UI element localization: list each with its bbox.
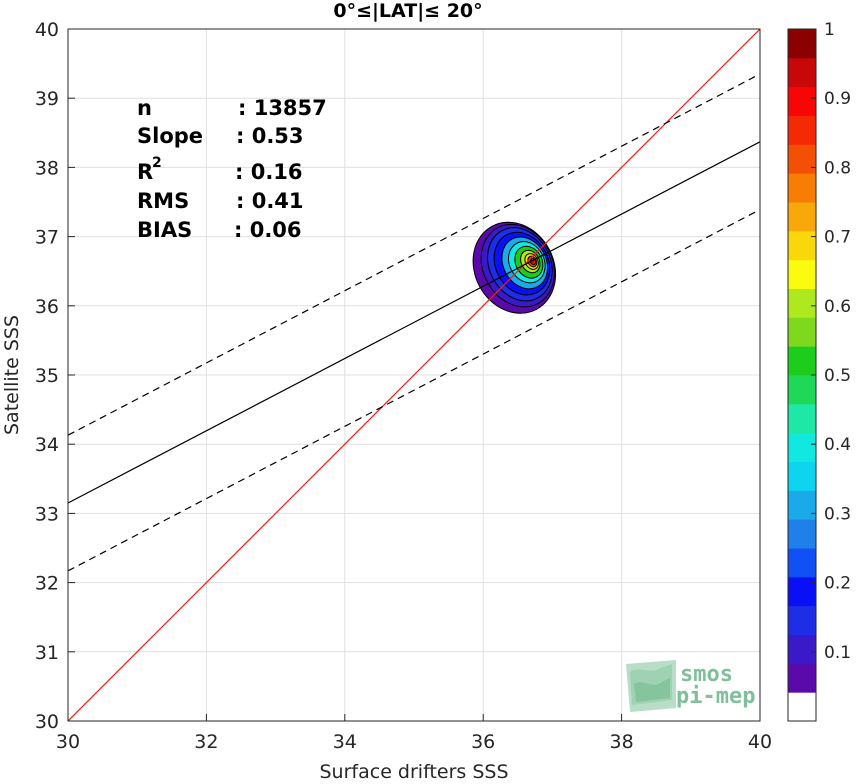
colorbar-swatch [788,57,816,88]
colorbar: 0.1 0.2 0.3 0.4 0.5 0.6 0.7 0.8 0.9 1 [787,20,851,722]
x-axis-ticks: 30 32 34 36 38 40 [56,714,772,753]
colorbar-tick-label: 0.3 [824,504,851,524]
y-axis-title: Satellite SSS [1,315,23,435]
colorbar-tick-label: 0.2 [824,574,851,594]
colorbar-swatch [788,375,816,405]
chart-title: 0°≤|LAT|≤ 20° [333,0,482,22]
colorbar-swatch [788,663,816,693]
y-tick-label: 37 [35,227,59,249]
smos-wave-icon [626,660,676,712]
x-tick-label: 36 [471,731,495,753]
x-tick-label: 32 [194,731,218,753]
colorbar-swatch [788,202,816,232]
colorbar-swatch [788,432,816,462]
colorbar-tick-label: 0.1 [824,643,851,663]
colorbar-swatch [788,346,816,376]
stats-box: n : 13857 Slope : 0.53 R2 : 0.16 RMS : 0.41 BIAS… [137,96,327,242]
colorbar-swatch [788,144,816,174]
x-tick-label: 30 [56,731,80,753]
stat-value: : 13857 [238,96,327,120]
colorbar-swatch [788,115,816,145]
fit-line [68,141,760,504]
y-tick-label: 34 [35,434,59,456]
stat-label: n [137,96,152,120]
colorbar-tick-label: 0.7 [824,228,851,248]
colorbar-swatch [788,490,816,520]
x-tick-label: 34 [333,731,357,753]
watermark-line2: pi-mep [676,684,755,709]
stat-value: : 0.41 [236,189,304,213]
colorbar-swatch [788,86,816,116]
stat-label-superscript: 2 [152,155,162,171]
colorbar-swatch [788,692,816,722]
colorbar-swatch [788,634,816,664]
y-tick-label: 36 [35,296,59,318]
stat-label: BIAS [137,218,192,242]
stat-value: : 0.16 [235,160,303,184]
stat-value: : 0.06 [234,218,302,242]
colorbar-tick-label: 0.6 [824,297,851,317]
x-tick-label: 40 [748,731,772,753]
stat-label: Slope [137,124,203,148]
identity-line [68,29,760,721]
x-axis-title: Surface drifters SSS [320,761,509,783]
colorbar-tick-label: 0.4 [824,435,851,455]
y-tick-label: 33 [35,503,59,525]
y-tick-label: 39 [35,88,59,110]
x-tick-label: 38 [610,731,634,753]
watermark-logo: smos pi-mep [626,660,755,712]
colorbar-swatch [788,29,816,59]
y-tick-label: 31 [35,642,59,664]
colorbar-tick-label: 0.8 [824,158,851,178]
colorbar-tick-label: 0.9 [824,89,851,109]
colorbar-swatch [788,230,816,261]
y-tick-label: 35 [35,365,59,387]
fit_upper-line [68,73,760,436]
stat-label: RMS [137,189,189,213]
colorbar-swatch [788,548,816,578]
grid [67,28,761,722]
colorbar-swatch [788,576,816,607]
colorbar-swatch [788,173,816,203]
colorbar-swatch [788,288,816,318]
stat-label: R [137,160,153,184]
colorbar-tick-label: 0.5 [824,366,851,386]
colorbar-swatch [788,605,816,635]
fit_lower-line [68,209,760,572]
density-contours [472,221,557,314]
regression-lines [68,29,760,721]
colorbar-swatch [788,259,816,289]
y-tick-label: 40 [35,19,59,41]
stat-value: : 0.53 [236,124,304,148]
watermark-line1: smos [680,662,733,687]
colorbar-swatch [788,403,816,434]
colorbar-swatch [788,519,816,549]
y-tick-label: 32 [35,573,59,595]
y-tick-label: 30 [35,711,59,733]
y-axis-ticks: 30 31 32 33 34 35 36 37 38 39 40 [35,19,75,733]
colorbar-swatch [788,461,816,491]
colorbar-swatch [788,317,816,347]
colorbar-tick-label: 1 [824,20,835,40]
y-tick-label: 38 [35,157,59,179]
